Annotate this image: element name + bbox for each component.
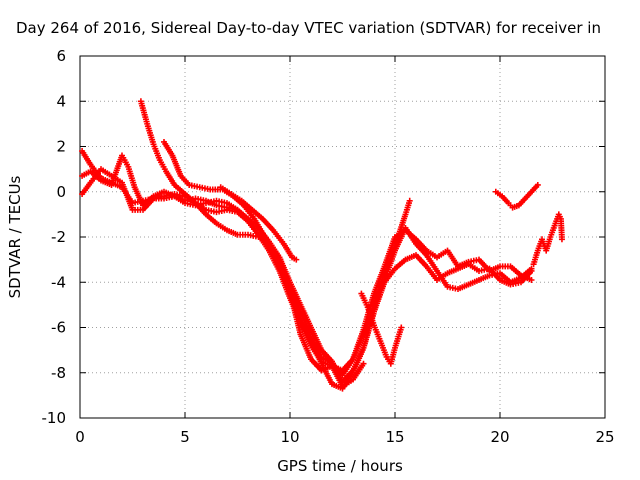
y-tick-label: -10 xyxy=(42,409,67,427)
x-tick-label: 0 xyxy=(75,428,85,446)
x-tick-label: 15 xyxy=(385,428,404,446)
data-point xyxy=(528,267,535,274)
data-point xyxy=(360,360,367,367)
y-axis-label: SDTVAR / TECUs xyxy=(6,175,24,298)
data-point xyxy=(293,256,300,263)
y-axis: -10 -8 -6 -4 -2 0 2 4 6 xyxy=(42,47,605,427)
y-tick-label: -8 xyxy=(51,364,66,382)
x-axis-label: GPS time / hours xyxy=(277,457,403,475)
y-tick-label: 2 xyxy=(56,138,66,156)
series-8 xyxy=(492,181,541,211)
x-tick-label: 5 xyxy=(180,428,190,446)
y-tick-label: 0 xyxy=(56,183,66,201)
y-tick-label: -4 xyxy=(51,273,66,291)
data-point xyxy=(558,236,565,243)
data-point xyxy=(528,276,535,283)
series-7 xyxy=(358,290,405,367)
y-tick-label: -6 xyxy=(51,319,66,337)
x-tick-label: 10 xyxy=(280,428,299,446)
x-tick-label: 25 xyxy=(595,428,614,446)
data-marks xyxy=(79,98,565,392)
x-tick-label: 20 xyxy=(490,428,509,446)
series-4 xyxy=(137,98,367,390)
grid-lines xyxy=(80,56,605,418)
chart-title: Day 264 of 2016, Sidereal Day-to-day VTE… xyxy=(16,19,601,37)
y-tick-label: 4 xyxy=(56,92,66,110)
x-axis: 0 5 10 15 20 25 xyxy=(75,56,615,446)
data-point xyxy=(398,324,405,331)
series-9 xyxy=(530,211,565,268)
series-6 xyxy=(217,184,300,263)
data-point xyxy=(406,197,413,204)
series-5 xyxy=(161,138,413,379)
y-tick-label: 6 xyxy=(56,47,66,65)
plot-frame xyxy=(79,55,606,419)
data-point xyxy=(534,181,541,188)
y-tick-label: -2 xyxy=(51,228,66,246)
